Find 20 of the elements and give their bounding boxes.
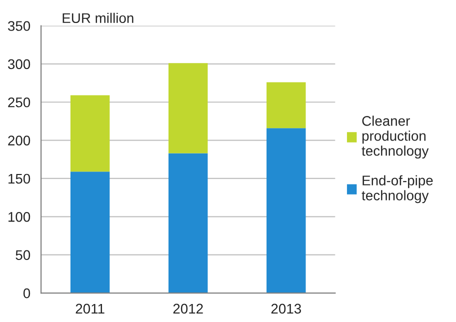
y-tick-label: 50: [16, 250, 30, 260]
y-tick-label: 0: [23, 288, 30, 298]
y-axis-title: EUR million: [62, 12, 134, 24]
x-tick-label: 2012: [173, 304, 203, 314]
bar: [70, 172, 110, 294]
bar: [168, 153, 208, 294]
x-tick-label: 2011: [76, 304, 104, 314]
legend-label: End-of-pipe technology: [362, 175, 433, 204]
y-tick-label: 100: [8, 212, 30, 222]
y-tick-label: 150: [8, 174, 30, 184]
y-tick-label: 250: [8, 97, 30, 108]
bar: [266, 82, 306, 128]
y-tick-label: 200: [8, 136, 30, 146]
bar: [266, 128, 306, 294]
x-tick-label: 2013: [271, 304, 301, 314]
y-tick-label: 350: [8, 21, 30, 31]
y-tick-label: 300: [8, 59, 30, 70]
bar: [168, 63, 208, 154]
bar: [70, 95, 110, 172]
legend-label: Cleaner production technology: [362, 116, 429, 159]
